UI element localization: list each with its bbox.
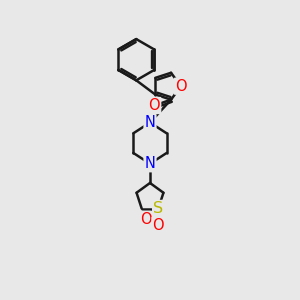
Text: O: O	[152, 218, 164, 233]
Text: N: N	[145, 115, 155, 130]
Text: O: O	[140, 212, 152, 227]
Text: S: S	[153, 201, 164, 216]
Text: N: N	[145, 156, 155, 171]
Text: O: O	[175, 79, 187, 94]
Text: O: O	[148, 98, 160, 113]
